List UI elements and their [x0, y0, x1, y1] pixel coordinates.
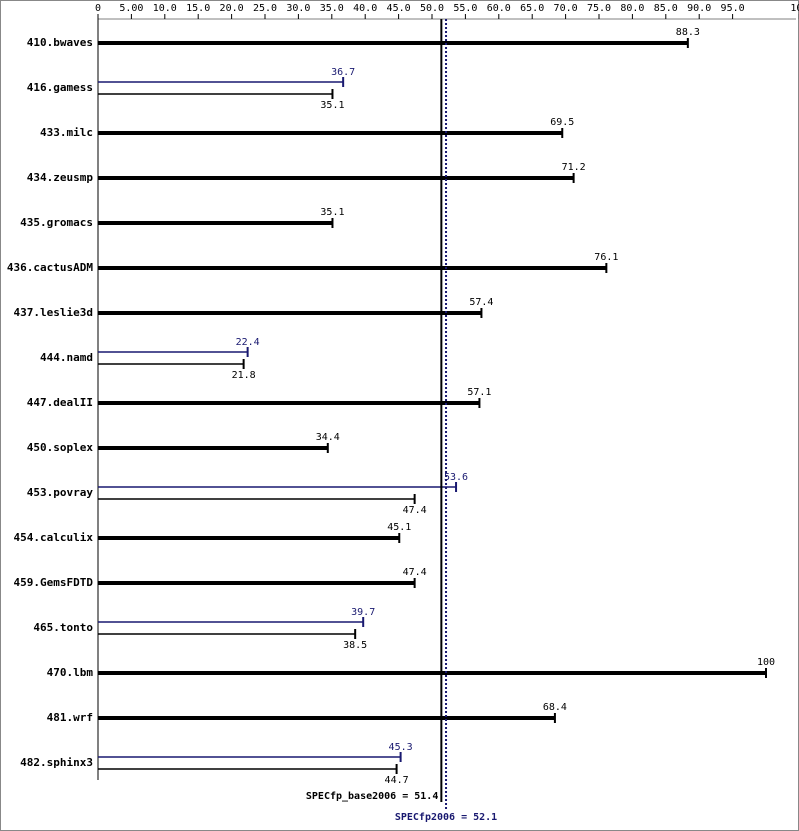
category-label: 436.cactusADM — [7, 261, 93, 274]
category-label: 459.GemsFDTD — [14, 576, 94, 589]
value-label: 35.1 — [320, 207, 344, 218]
x-tick-label: 65.0 — [520, 3, 544, 14]
value-label: 47.4 — [403, 505, 427, 516]
x-tick-label: 15.0 — [186, 3, 210, 14]
x-tick-label: 105 — [790, 3, 799, 14]
category-label: 444.namd — [40, 351, 93, 364]
value-label: 38.5 — [343, 640, 367, 651]
value-label: 88.3 — [676, 27, 700, 38]
x-tick-label: 70.0 — [554, 3, 578, 14]
reference-label: SPECfp2006 = 52.1 — [395, 812, 497, 823]
x-tick-label: 80.0 — [620, 3, 644, 14]
category-label: 453.povray — [27, 486, 94, 499]
value-label: 35.1 — [320, 100, 344, 111]
value-label: 22.4 — [236, 337, 260, 348]
category-label: 465.tonto — [33, 621, 93, 634]
value-label: 71.2 — [562, 162, 586, 173]
category-label: 482.sphinx3 — [20, 756, 93, 769]
category-label: 435.gromacs — [20, 216, 93, 229]
category-label: 437.leslie3d — [14, 306, 93, 319]
x-tick-label: 20.0 — [220, 3, 244, 14]
value-label: 34.4 — [316, 432, 340, 443]
x-tick-label: 95.0 — [721, 3, 745, 14]
value-label: 44.7 — [385, 775, 409, 786]
value-label: 57.4 — [469, 297, 493, 308]
x-tick-label: 35.0 — [320, 3, 344, 14]
category-label: 454.calculix — [14, 531, 94, 544]
value-label: 45.3 — [389, 742, 413, 753]
category-label: 416.gamess — [27, 81, 93, 94]
x-tick-label: 30.0 — [286, 3, 310, 14]
value-label: 68.4 — [543, 702, 567, 713]
value-label: 36.7 — [331, 67, 355, 78]
x-tick-label: 10.0 — [153, 3, 177, 14]
value-label: 39.7 — [351, 607, 375, 618]
value-label: 76.1 — [594, 252, 618, 263]
x-tick-label: 55.0 — [453, 3, 477, 14]
value-label: 69.5 — [550, 117, 574, 128]
x-tick-label: 50.0 — [420, 3, 444, 14]
category-label: 434.zeusmp — [27, 171, 94, 184]
x-tick-label: 25.0 — [253, 3, 277, 14]
category-label: 470.lbm — [47, 666, 94, 679]
x-tick-label: 85.0 — [654, 3, 678, 14]
value-label: 47.4 — [403, 567, 427, 578]
category-label: 433.milc — [40, 126, 93, 139]
x-tick-label: 90.0 — [687, 3, 711, 14]
category-label: 450.soplex — [27, 441, 94, 454]
x-tick-label: 0 — [95, 3, 101, 14]
x-tick-label: 60.0 — [487, 3, 511, 14]
x-tick-label: 75.0 — [587, 3, 611, 14]
value-label: 21.8 — [232, 370, 256, 381]
value-label: 57.1 — [467, 387, 491, 398]
x-tick-label: 45.0 — [387, 3, 411, 14]
category-label: 410.bwaves — [27, 36, 93, 49]
category-label: 481.wrf — [47, 711, 93, 724]
value-label: 53.6 — [444, 472, 468, 483]
category-label: 447.dealII — [27, 396, 93, 409]
value-label: 45.1 — [387, 522, 411, 533]
reference-label: SPECfp_base2006 = 51.4 — [306, 791, 438, 802]
value-label: 100 — [757, 657, 775, 668]
x-tick-label: 40.0 — [353, 3, 377, 14]
x-tick-label: 5.00 — [119, 3, 143, 14]
